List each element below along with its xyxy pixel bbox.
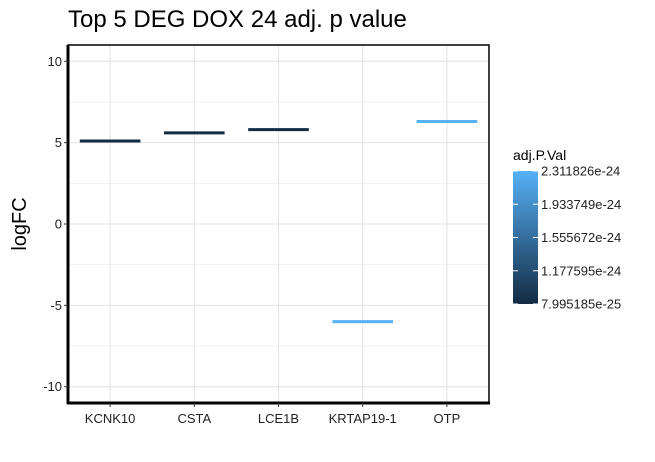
x-tick-label: LCE1B <box>258 411 299 426</box>
y-tick-label: 0 <box>55 217 62 232</box>
bar <box>163 131 225 135</box>
legend-tick-label: 7.995185e-25 <box>541 297 621 312</box>
x-tick-label: KCNK10 <box>85 411 136 426</box>
y-axis-title: logFC <box>9 197 31 250</box>
x-tick-label: CSTA <box>177 411 211 426</box>
legend: adj.P.Val 7.995185e-25 1.177595e-24 1.5556… <box>513 147 621 312</box>
bar <box>248 128 309 132</box>
grid <box>68 45 489 403</box>
y-tick-label: 5 <box>55 135 62 150</box>
x-tick-label: KRTAP19-1 <box>329 411 397 426</box>
legend-tick-label: 1.555672e-24 <box>541 230 621 245</box>
y-tick-label: 10 <box>48 54 62 69</box>
bar <box>79 139 141 143</box>
bar <box>416 119 478 123</box>
bars <box>79 119 478 324</box>
y-tick-label: -10 <box>43 379 62 394</box>
legend-tick-label: 1.933749e-24 <box>541 197 621 212</box>
legend-ticks: 7.995185e-25 1.177595e-24 1.555672e-24 1.93… <box>513 164 621 312</box>
y-tick-label: -5 <box>50 298 62 313</box>
chart-title: Top 5 DEG DOX 24 adj. p value <box>68 6 407 33</box>
bar <box>332 320 394 324</box>
x-tick-label: OTP <box>434 411 461 426</box>
legend-tick-label: 2.311826e-24 <box>541 164 620 179</box>
legend-title: adj.P.Val <box>513 147 566 163</box>
legend-tick-label: 1.177595e-24 <box>541 263 621 278</box>
axes: -10 -5 0 5 10 KCNK10 CSTA LCE1B KRTAP19-1 OTP <box>43 44 490 426</box>
